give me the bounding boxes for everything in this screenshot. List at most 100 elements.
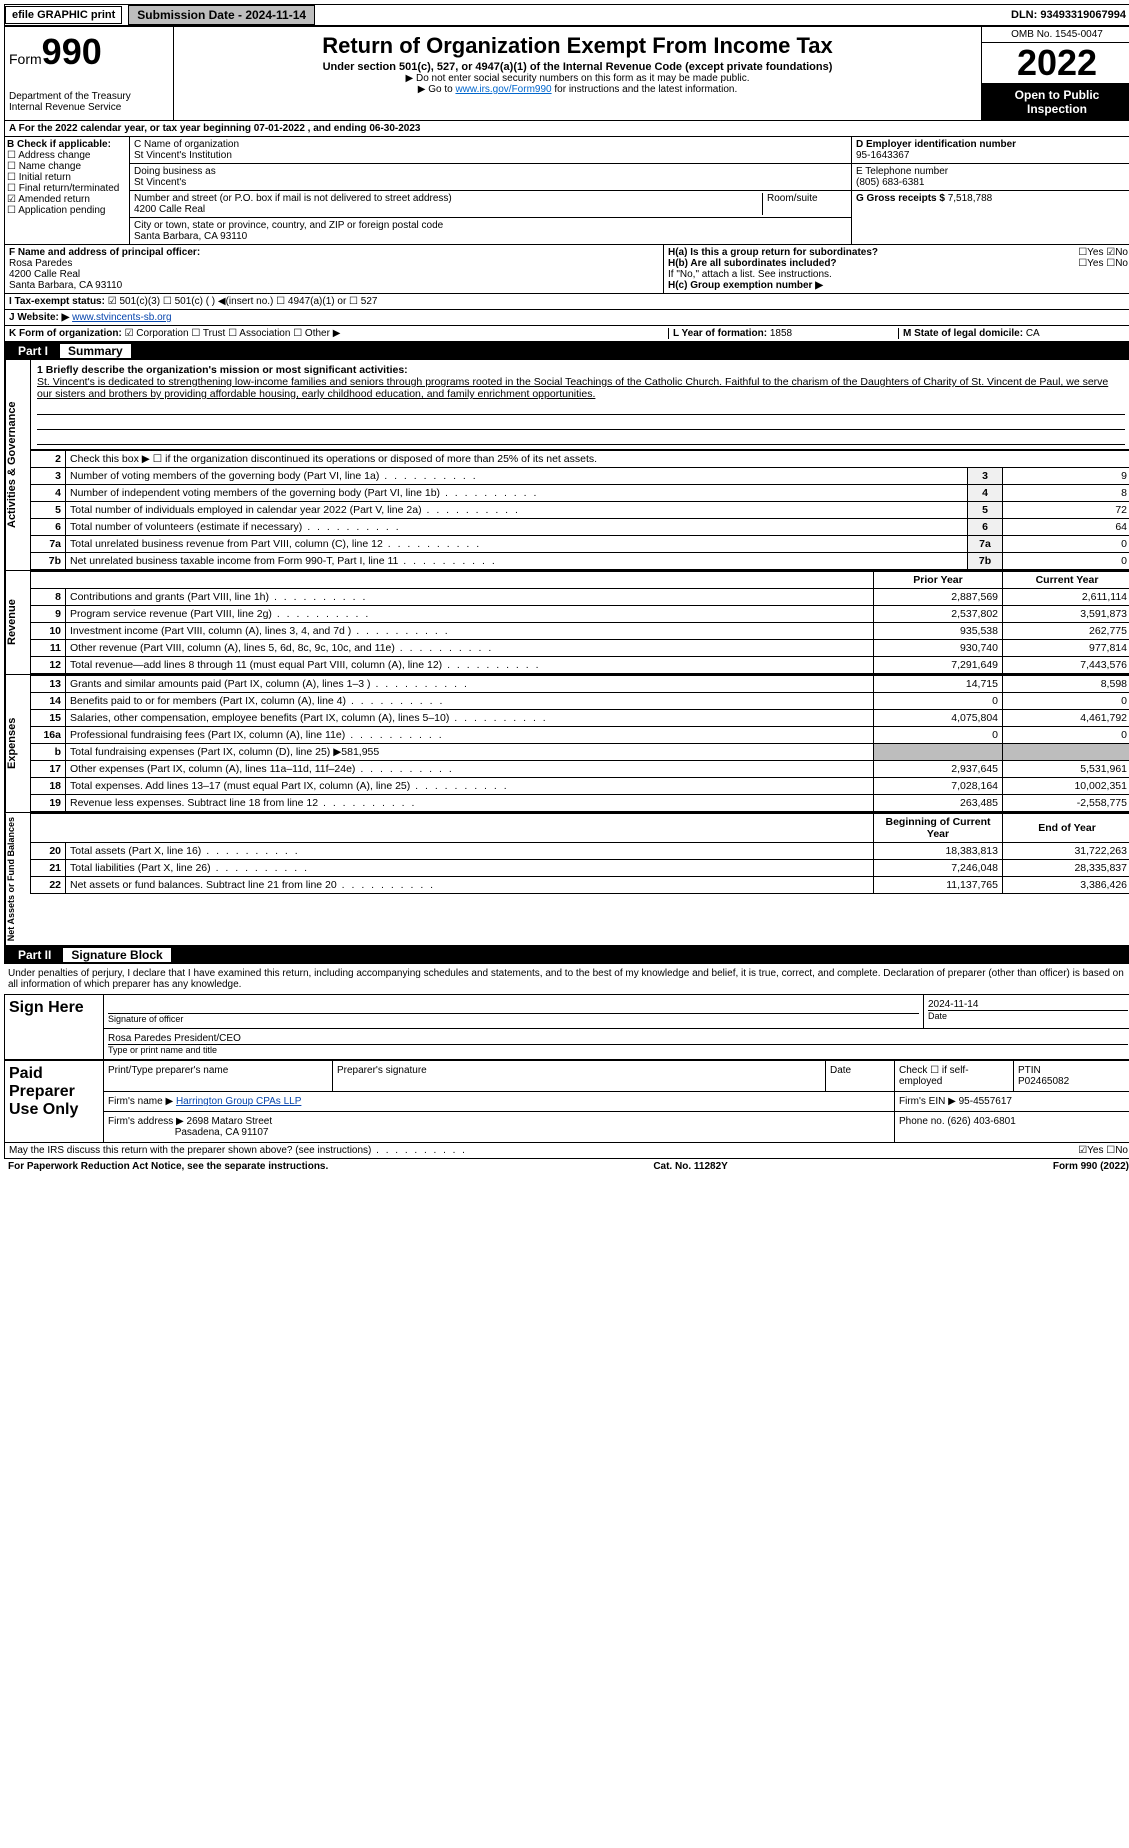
table-row: 8Contributions and grants (Part VIII, li… <box>31 589 1129 606</box>
desc: Number of independent voting members of … <box>66 485 968 502</box>
lineno: 10 <box>31 623 66 640</box>
row-fh: F Name and address of principal officer:… <box>4 245 1129 294</box>
firm-lbl: Firm's name ▶ <box>108 1096 173 1107</box>
mission-box: 1 Briefly describe the organization's mi… <box>30 360 1129 450</box>
lineno: 7b <box>31 553 66 570</box>
efile-label: efile GRAPHIC print <box>5 6 122 24</box>
chk-address[interactable]: ☐ Address change <box>7 150 127 161</box>
chk-name[interactable]: ☐ Name change <box>7 161 127 172</box>
prior <box>874 744 1003 761</box>
prior: 930,740 <box>874 640 1003 657</box>
table-row: 15Salaries, other compensation, employee… <box>31 710 1129 727</box>
part2-header: Part II Signature Block <box>4 946 1129 964</box>
m-val: CA <box>1026 328 1040 339</box>
hb-note: If "No," attach a list. See instructions… <box>668 269 1128 280</box>
netassets-vtab: Net Assets or Fund Balances <box>5 813 30 945</box>
hdr-end: End of Year <box>1003 814 1129 843</box>
col-c-org: C Name of organization St Vincent's Inst… <box>130 137 851 244</box>
paddr-lbl: Firm's address ▶ <box>108 1116 184 1127</box>
part1-title: Summary <box>60 344 131 358</box>
p-name-lbl: Print/Type preparer's name <box>104 1061 333 1092</box>
curr <box>1003 744 1129 761</box>
footer: For Paperwork Reduction Act Notice, see … <box>4 1159 1129 1174</box>
paddr2: Pasadena, CA 91107 <box>175 1127 269 1138</box>
desc: Revenue less expenses. Subtract line 18 … <box>66 795 874 812</box>
sig-date-val: 2024-11-14 <box>928 999 1128 1010</box>
omb-number: OMB No. 1545-0047 <box>982 27 1129 43</box>
p-check-lbl[interactable]: Check ☐ if self-employed <box>895 1061 1014 1092</box>
curr: 262,775 <box>1003 623 1129 640</box>
discuss-row: May the IRS discuss this return with the… <box>4 1143 1129 1159</box>
blank-line-3 <box>37 430 1125 445</box>
desc: Professional fundraising fees (Part IX, … <box>66 727 874 744</box>
prior: 2,937,645 <box>874 761 1003 778</box>
val: 8 <box>1003 485 1129 502</box>
preparer-table: Paid Preparer Use Only Print/Type prepar… <box>4 1060 1129 1143</box>
lineno: 9 <box>31 606 66 623</box>
desc: Contributions and grants (Part VIII, lin… <box>66 589 874 606</box>
submission-date-btn[interactable]: Submission Date - 2024-11-14 <box>128 5 315 25</box>
ha-val[interactable]: ☐Yes ☑No <box>1078 247 1128 258</box>
curr: 5,531,961 <box>1003 761 1129 778</box>
l-label: L Year of formation: <box>673 328 770 339</box>
prior: 7,028,164 <box>874 778 1003 795</box>
blank-line-1 <box>37 400 1125 415</box>
hb-val[interactable]: ☐Yes ☐No <box>1078 258 1128 269</box>
row-i: I Tax-exempt status: ☑ 501(c)(3) ☐ 501(c… <box>4 294 1129 310</box>
curr: 3,591,873 <box>1003 606 1129 623</box>
col-b-checkboxes: B Check if applicable: ☐ Address change … <box>5 137 130 244</box>
header-right: OMB No. 1545-0047 2022 Open to Public In… <box>981 27 1129 120</box>
tax-year: 2022 <box>982 43 1129 84</box>
dln-label: DLN: 93493319067994 <box>1005 7 1129 23</box>
lineno-r: 7a <box>968 536 1003 553</box>
lineno-r: 3 <box>968 468 1003 485</box>
irs-link[interactable]: www.irs.gov/Form990 <box>455 84 551 95</box>
k-opts[interactable]: ☑ Corporation ☐ Trust ☐ Association ☐ Ot… <box>125 328 341 339</box>
i-opts[interactable]: ☑ 501(c)(3) ☐ 501(c) ( ) ◀(insert no.) ☐… <box>108 296 378 307</box>
lineno-r: 4 <box>968 485 1003 502</box>
chk-amended[interactable]: ☑ Amended return <box>7 194 127 205</box>
addr-label: Number and street (or P.O. box if mail i… <box>134 193 758 204</box>
curr: 8,598 <box>1003 676 1129 693</box>
firm-link[interactable]: Harrington Group CPAs LLP <box>176 1096 301 1107</box>
table-row: 3Number of voting members of the governi… <box>31 468 1129 485</box>
i-label: I Tax-exempt status: <box>9 296 105 307</box>
top-bar: efile GRAPHIC print Submission Date - 20… <box>4 4 1129 26</box>
lineno: 11 <box>31 640 66 657</box>
curr: 0 <box>1003 727 1129 744</box>
prior: 18,383,813 <box>874 843 1003 860</box>
row-klm: K Form of organization: ☑ Corporation ☐ … <box>4 326 1129 342</box>
f-label: F Name and address of principal officer: <box>9 247 659 258</box>
table-row: 19Revenue less expenses. Subtract line 1… <box>31 795 1129 812</box>
ein-lbl: Firm's EIN ▶ <box>899 1096 956 1107</box>
chk-initial[interactable]: ☐ Initial return <box>7 172 127 183</box>
table-row: 20Total assets (Part X, line 16)18,383,8… <box>31 843 1129 860</box>
table-row: 13Grants and similar amounts paid (Part … <box>31 676 1129 693</box>
mission-q: 1 Briefly describe the organization's mi… <box>37 364 1125 376</box>
room-label: Room/suite <box>763 193 847 215</box>
chk-pending[interactable]: ☐ Application pending <box>7 205 127 216</box>
desc: Program service revenue (Part VIII, line… <box>66 606 874 623</box>
expenses-table: 13Grants and similar amounts paid (Part … <box>30 675 1129 812</box>
val: 0 <box>1003 553 1129 570</box>
desc: Number of voting members of the governin… <box>66 468 968 485</box>
hdr-beg: Beginning of Current Year <box>874 814 1003 843</box>
footer-left: For Paperwork Reduction Act Notice, see … <box>8 1161 328 1172</box>
discuss-a[interactable]: ☑Yes ☐No <box>668 1145 1128 1156</box>
lineno-r: 6 <box>968 519 1003 536</box>
revenue-vtab: Revenue <box>5 571 30 674</box>
ein-val: 95-1643367 <box>856 150 1128 161</box>
desc: Total fundraising expenses (Part IX, col… <box>66 744 874 761</box>
desc: Benefits paid to or for members (Part IX… <box>66 693 874 710</box>
discuss-q: May the IRS discuss this return with the… <box>9 1145 371 1156</box>
form-title: Return of Organization Exempt From Incom… <box>182 33 973 59</box>
chk-final[interactable]: ☐ Final return/terminated <box>7 183 127 194</box>
prior: 11,137,765 <box>874 877 1003 894</box>
website-link[interactable]: www.stvincents-sb.org <box>72 312 171 323</box>
table-row: 6Total number of volunteers (estimate if… <box>31 519 1129 536</box>
desc: Salaries, other compensation, employee b… <box>66 710 874 727</box>
governance-vtab: Activities & Governance <box>5 360 30 570</box>
f-addr2: Santa Barbara, CA 93110 <box>9 280 659 291</box>
sig-date-lbl: Date <box>928 1010 1128 1021</box>
desc: Total assets (Part X, line 16) <box>66 843 874 860</box>
